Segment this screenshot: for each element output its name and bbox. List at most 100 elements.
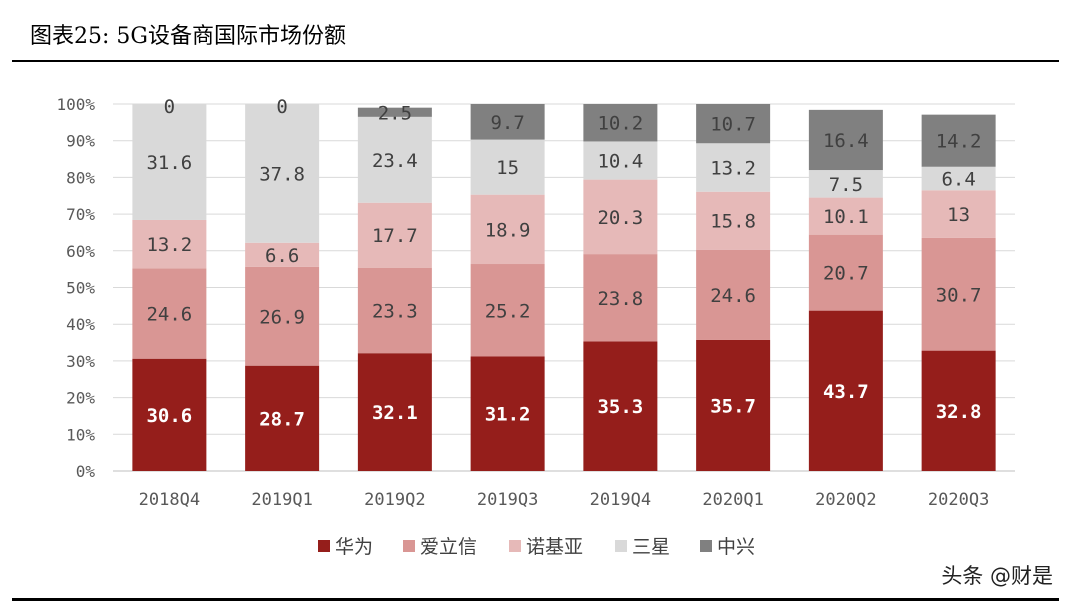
data-label: 15.8: [710, 211, 756, 233]
bar-segment: [132, 219, 207, 269]
data-label: 35.7: [710, 395, 756, 417]
data-label: 10.1: [823, 206, 869, 228]
data-label: 24.6: [146, 304, 192, 326]
data-label: 18.9: [485, 219, 531, 241]
data-label: 10.4: [597, 151, 643, 173]
bar-segment: [696, 339, 771, 471]
bar-segment: [808, 170, 883, 198]
y-tick-label: 0%: [76, 462, 96, 481]
data-label: 23.8: [597, 288, 643, 310]
bar-segment: [357, 353, 432, 471]
legend-label: 中兴: [717, 536, 755, 558]
data-label: 35.3: [597, 396, 643, 418]
data-label: 30.6: [146, 405, 192, 427]
x-tick-label: 2019Q1: [251, 490, 312, 510]
bar-segment: [470, 194, 545, 265]
bar-segment: [357, 116, 432, 203]
data-label: 6.6: [265, 245, 299, 267]
legend-swatch: [615, 540, 627, 552]
bar-segment: [583, 104, 658, 142]
data-label: 20.7: [823, 263, 869, 285]
data-label: 13.2: [146, 234, 192, 256]
x-tick-label: 2019Q3: [477, 490, 538, 510]
title-divider: [12, 60, 1059, 62]
bar-segment: [470, 264, 545, 357]
data-label: 23.3: [372, 300, 418, 322]
bar-segment: [132, 104, 207, 220]
data-label: 10.7: [710, 114, 756, 136]
legend-label: 三星: [632, 536, 670, 558]
data-label: 43.7: [823, 381, 869, 403]
bar-segment: [583, 341, 658, 471]
bar-segment: [470, 356, 545, 471]
bar-segment: [921, 114, 996, 167]
x-tick-label: 2020Q3: [928, 490, 989, 510]
legend-swatch: [318, 540, 330, 552]
x-tick-label: 2020Q1: [702, 490, 763, 510]
bar-segment: [696, 191, 771, 250]
data-label: 31.2: [485, 404, 531, 426]
legend-swatch: [403, 540, 415, 552]
y-tick-label: 30%: [66, 352, 95, 371]
legend-label: 诺基亚: [526, 536, 583, 558]
data-label: 0: [276, 96, 287, 118]
bar-segment: [583, 179, 658, 255]
legend-label: 华为: [335, 536, 373, 558]
bar-segment: [357, 107, 432, 117]
data-label: 14.2: [936, 131, 982, 153]
bar-segment: [583, 141, 658, 180]
data-label: 32.8: [936, 401, 982, 423]
x-tick-label: 2019Q4: [590, 490, 651, 510]
bar-segment: [470, 104, 545, 140]
bar-segment: [808, 234, 883, 311]
bar-segment: [132, 358, 207, 471]
y-tick-label: 80%: [66, 168, 95, 187]
data-label: 7.5: [829, 174, 863, 196]
bar-segment: [921, 190, 996, 238]
bar-segment: [245, 266, 320, 366]
data-label: 24.6: [710, 285, 756, 307]
watermark: 头条 @财是: [941, 564, 1053, 588]
bar-segment: [808, 109, 883, 171]
y-tick-label: 10%: [66, 425, 95, 444]
bottom-divider: [12, 598, 1059, 601]
data-label: 16.4: [823, 130, 869, 152]
bar-segment: [808, 197, 883, 235]
data-label: 0: [164, 96, 175, 118]
data-label: 26.9: [259, 306, 305, 328]
y-tick-label: 40%: [66, 315, 95, 334]
bar-segment: [921, 237, 996, 351]
y-tick-label: 20%: [66, 389, 95, 408]
bar-segment: [696, 249, 771, 340]
bar-segment: [245, 104, 320, 243]
data-label: 15: [496, 157, 519, 179]
legend-swatch: [509, 540, 521, 552]
data-label: 32.1: [372, 402, 418, 424]
y-tick-label: 100%: [56, 95, 95, 114]
bar-segment: [808, 310, 883, 471]
data-label: 10.2: [597, 113, 643, 135]
bar-segment: [357, 202, 432, 268]
x-tick-label: 2020Q2: [815, 490, 876, 510]
legend-swatch: [700, 540, 712, 552]
bar-segment: [921, 350, 996, 471]
data-label: 37.8: [259, 163, 305, 185]
data-label: 6.4: [941, 169, 975, 191]
bar-segment: [245, 365, 320, 471]
y-tick-label: 90%: [66, 132, 95, 151]
data-label: 25.2: [485, 300, 531, 322]
y-tick-label: 70%: [66, 205, 95, 224]
data-label: 30.7: [936, 284, 982, 306]
x-tick-label: 2019Q2: [364, 490, 425, 510]
bar-segment: [696, 104, 771, 144]
data-label: 13.2: [710, 157, 756, 179]
data-label: 28.7: [259, 408, 305, 430]
bar-segment: [696, 143, 771, 192]
chart-title: 图表25: 5G设备商国际市场份额: [30, 24, 346, 49]
y-tick-label: 60%: [66, 242, 95, 261]
bar-segment: [921, 166, 996, 191]
data-label: 13: [947, 204, 970, 226]
bar-segment: [357, 267, 432, 354]
